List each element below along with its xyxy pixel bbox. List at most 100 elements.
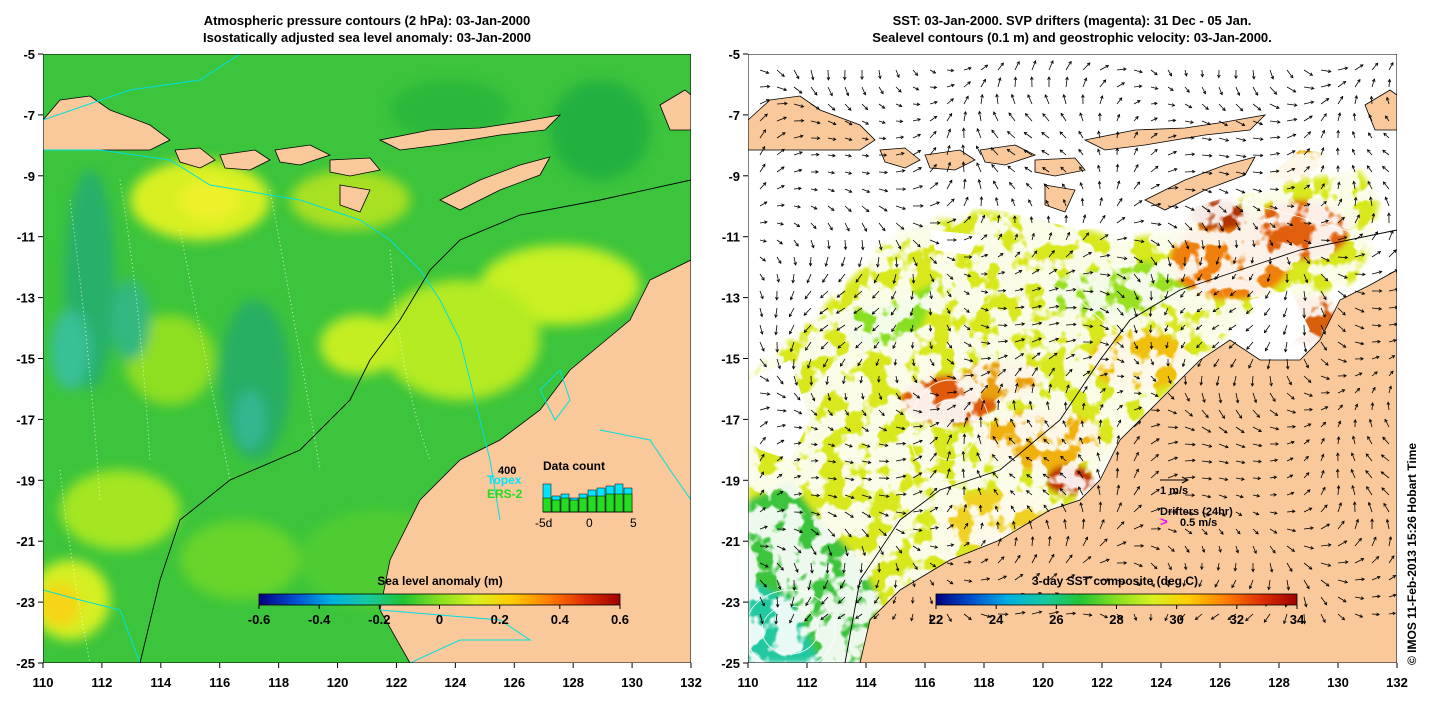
velocity-arrow-head [992,435,996,440]
inset-tick-end: 5 [630,516,637,530]
velocity-arrow [1283,613,1288,624]
velocity-arrow [1184,443,1195,446]
velocity-arrow [1235,137,1246,141]
velocity-arrow [853,307,863,314]
velocity-arrow-head [798,425,803,430]
velocity-arrow-head [996,399,1001,404]
left-panel-title: Atmospheric pressure contours (2 hPa): 0… [203,13,531,45]
velocity-arrow-head [1122,276,1127,280]
inset-topex-label: Topex [487,473,522,487]
drifters-speed-label: 0.5 m/s [1180,517,1217,529]
velocity-arrow [1371,371,1378,377]
drifters-label: Drifters (24hr) [1160,506,1233,518]
velocity-arrow-head [968,616,972,621]
velocity-arrow [759,164,766,173]
velocity-arrow [1201,205,1211,213]
velocity-arrow-head [775,349,779,353]
velocity-arrow-head [1254,226,1258,230]
velocity-arrow [929,596,933,604]
velocity-arrow [759,307,763,317]
velocity-arrow [827,103,836,111]
velocity-arrow [1366,165,1373,173]
velocity-arrow-head [1275,187,1280,192]
velocity-arrow-head [1360,309,1365,313]
velocity-arrow [1150,358,1154,365]
velocity-arrow [1235,120,1245,126]
velocity-arrow-head [1326,523,1331,527]
velocity-arrow-head [1138,406,1143,410]
velocity-arrow-head [997,77,1002,81]
velocity-arrow [962,162,965,173]
velocity-arrow-head [1274,458,1279,463]
velocity-arrow [980,341,990,344]
velocity-arrow-head [1269,382,1273,387]
velocity-arrow-head [1027,94,1031,98]
velocity-arrow-head [1293,117,1298,122]
velocity-arrow [1014,537,1017,547]
velocity-arrow [1026,183,1033,190]
velocity-arrow [1337,290,1347,298]
velocity-arrow-head [1000,62,1004,67]
velocity-arrow [1269,545,1276,554]
velocity-arrow [1116,114,1120,122]
velocity-arrow-head [1171,548,1175,552]
velocity-arrow [1031,60,1036,71]
velocity-arrow-head [795,243,799,247]
velocity-arrow [992,472,999,479]
inset-ers-bar [560,497,570,513]
velocity-arrow-head [1196,344,1200,349]
velocity-arrow [929,324,932,332]
velocity-arrow [910,324,914,332]
velocity-arrow-head [1033,553,1037,558]
velocity-arrow [861,222,867,232]
velocity-arrow-head [1201,549,1206,553]
velocity-arrow-head [953,238,957,242]
velocity-arrow-head [1351,130,1356,135]
velocity-arrow-head [763,239,767,243]
velocity-arrow [946,391,957,394]
velocity-arrow-head [798,168,803,173]
velocity-arrow-head [1245,328,1250,332]
velocity-arrow [963,504,967,513]
velocity-arrow-head [1081,402,1086,407]
velocity-arrow [946,468,950,479]
velocity-arrow-head [1135,163,1139,168]
velocity-arrow [1014,270,1022,275]
velocity-arrow [991,164,999,173]
right-x-tick-label: 112 [797,675,818,690]
velocity-arrow [1303,203,1310,207]
velocity-arrow-head [809,382,814,386]
velocity-arrow [1133,131,1138,139]
velocity-arrow-head [814,187,818,192]
velocity-arrow [1065,385,1070,394]
velocity-arrow [1320,84,1331,88]
velocity-arrow-head [831,107,836,111]
velocity-arrow [1082,307,1093,311]
velocity-arrow [1235,409,1242,419]
velocity-arrow [861,443,870,448]
velocity-arrow [1352,149,1356,156]
velocity-arrow-head [1249,277,1253,281]
velocity-arrow-head [1120,344,1125,348]
velocity-arrow [1337,307,1346,316]
velocity-arrow-head [1292,424,1296,429]
velocity-arrow [1286,256,1291,265]
velocity-arrow-head [1336,452,1340,456]
velocity-arrow-head [933,115,938,120]
velocity-arrow [929,290,932,299]
velocity-arrow [1064,519,1067,530]
velocity-arrow-head [933,130,937,135]
velocity-arrow-head [1010,505,1015,510]
velocity-arrow-head [895,567,900,572]
velocity-arrow [810,222,817,229]
velocity-arrow-head [1060,166,1064,171]
velocity-arrow-head [933,260,937,265]
velocity-arrow-head [1004,354,1008,359]
velocity-arrow-head [1096,468,1100,473]
velocity-arrow-head [1227,616,1232,621]
velocity-arrow [1303,290,1306,301]
velocity-arrow [1061,439,1067,445]
velocity-arrow-head [1136,181,1141,186]
velocity-arrow-head [1014,536,1018,541]
velocity-arrow [1031,367,1038,377]
